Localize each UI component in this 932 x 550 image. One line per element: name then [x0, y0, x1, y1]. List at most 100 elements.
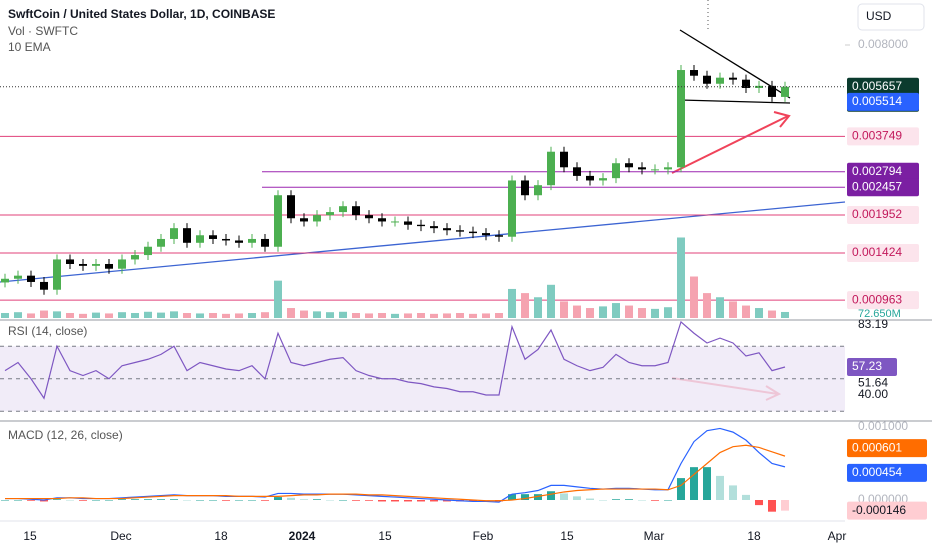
rsi-current: 57.23: [852, 359, 882, 373]
candle: [235, 240, 243, 243]
candle: [495, 235, 503, 237]
volume-bar: [495, 313, 503, 318]
macd-hist: [391, 500, 399, 502]
macd-hist: [664, 500, 672, 501]
volume-bar: [690, 276, 698, 318]
candle: [40, 281, 48, 290]
volume-bar: [131, 313, 139, 318]
volume-bar: [391, 313, 399, 318]
candle: [261, 238, 269, 247]
legend-line: 10 EMA: [8, 40, 51, 54]
candle: [300, 218, 308, 222]
volume-bar: [27, 313, 35, 318]
macd-hist: [755, 500, 763, 506]
pennant-line: [679, 99, 791, 104]
candle: [144, 246, 152, 256]
candle: [313, 215, 321, 222]
level-label-bg: [847, 205, 919, 224]
volume-label: 72.650M: [858, 308, 901, 320]
legend-line: Vol · SWFTC: [8, 24, 78, 38]
volume-bar: [781, 311, 789, 318]
last-price: 0.005657: [852, 79, 902, 93]
macd-hist: [378, 500, 386, 502]
candle: [170, 228, 178, 239]
rsi-tick-label: 40.00: [858, 387, 888, 401]
candle: [378, 218, 386, 222]
macd-hist: [716, 475, 724, 500]
volume-bar: [287, 308, 295, 318]
macd-hist: [14, 500, 22, 501]
macd-hist: [79, 500, 87, 501]
candle: [677, 70, 685, 168]
candle: [781, 86, 789, 97]
candle: [66, 259, 74, 264]
volume-bar: [1, 313, 9, 318]
candle: [599, 178, 607, 181]
macd-label: 0.000454: [852, 465, 902, 479]
currency-button[interactable]: [857, 3, 925, 31]
volume-bar: [742, 305, 750, 318]
candle: [157, 238, 165, 247]
volume-bar: [716, 297, 724, 318]
macd-hist: [599, 500, 607, 501]
volume-bar: [40, 310, 48, 318]
macd-hist: [326, 500, 334, 501]
volume-bar: [261, 312, 269, 318]
volume-bar: [508, 288, 516, 318]
level-label-bg: [847, 162, 919, 181]
macd-hist: [443, 500, 451, 502]
candle: [521, 180, 529, 196]
price-tick-label: 0.008000: [858, 37, 908, 51]
macd-hist: [651, 500, 659, 501]
volume-bar: [677, 237, 685, 318]
volume-bar: [599, 306, 607, 318]
macd-hist: [287, 497, 295, 500]
ema-label: 0.005514: [852, 94, 902, 108]
time-label: 15: [378, 529, 392, 543]
volume-bar: [573, 305, 581, 318]
time-label: Mar: [644, 529, 665, 543]
time-label: Apr: [828, 529, 847, 543]
candle: [651, 169, 659, 171]
macd-label-bg: [847, 439, 927, 458]
currency-label[interactable]: USD: [866, 9, 892, 23]
level-label: 0.001424: [852, 245, 902, 259]
volume-bar: [443, 313, 451, 318]
candle: [27, 275, 35, 282]
macd-hist: [300, 499, 308, 500]
macd-label-bg: [847, 501, 927, 520]
candle: [326, 212, 334, 216]
candle: [456, 230, 464, 232]
macd-hist: [352, 500, 360, 501]
volume-bar: [274, 280, 282, 318]
macd-hist: [40, 500, 48, 502]
rsi-band: [0, 346, 845, 412]
candle: [534, 185, 542, 196]
macd-hist: [222, 500, 230, 501]
volume-bar: [755, 308, 763, 318]
rsi-line: [4, 320, 786, 400]
level-label: 0.002794: [852, 164, 902, 178]
candle: [365, 215, 373, 219]
level-label-bg: [847, 178, 919, 197]
volume-bar: [560, 301, 568, 318]
macd-title: MACD (12, 26, close): [8, 428, 123, 442]
macd-hist: [703, 467, 711, 500]
candle: [443, 228, 451, 231]
volume-bar: [14, 312, 22, 318]
candle: [274, 195, 282, 247]
macd-hist: [53, 499, 61, 500]
candle: [417, 224, 425, 227]
volume-bar: [157, 312, 165, 318]
arrow: [671, 111, 791, 174]
time-label: 15: [560, 529, 574, 543]
macd-hist: [508, 494, 516, 500]
candle: [1, 278, 9, 283]
level-label: 0.003749: [852, 129, 902, 143]
level-label: 0.000963: [852, 292, 902, 306]
level-label-bg: [847, 244, 919, 263]
macd-tick-label: 0.001000: [858, 419, 908, 433]
rsi-tick-label: 83.19: [858, 317, 888, 331]
